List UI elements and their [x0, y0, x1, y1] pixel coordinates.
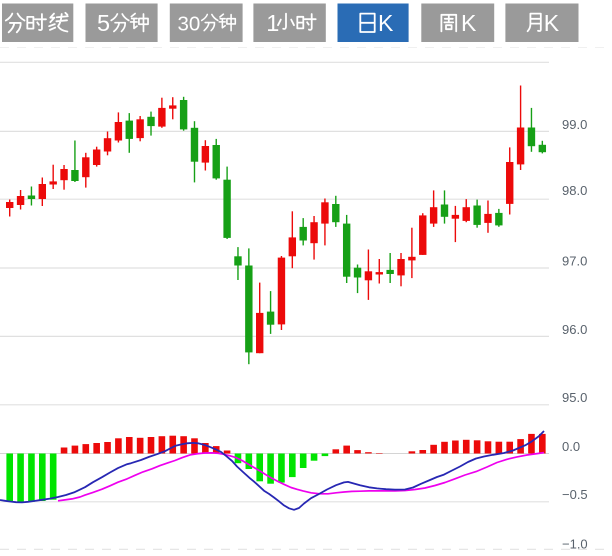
svg-text:30: 30: [178, 13, 201, 36]
svg-text:1: 1: [266, 10, 279, 36]
svg-text:97.0: 97.0: [562, 253, 587, 268]
svg-text:98.0: 98.0: [562, 183, 587, 198]
svg-text:99.0: 99.0: [562, 117, 587, 132]
svg-text:−0.5: −0.5: [562, 487, 588, 502]
svg-text:K: K: [378, 10, 394, 36]
svg-text:−1.0: −1.0: [562, 536, 588, 551]
svg-text:0.0: 0.0: [562, 439, 580, 454]
svg-text:95.0: 95.0: [562, 390, 587, 405]
svg-text:K: K: [544, 10, 560, 36]
svg-text:K: K: [461, 10, 477, 36]
svg-text:96.0: 96.0: [562, 322, 587, 337]
svg-text:5: 5: [97, 10, 110, 36]
